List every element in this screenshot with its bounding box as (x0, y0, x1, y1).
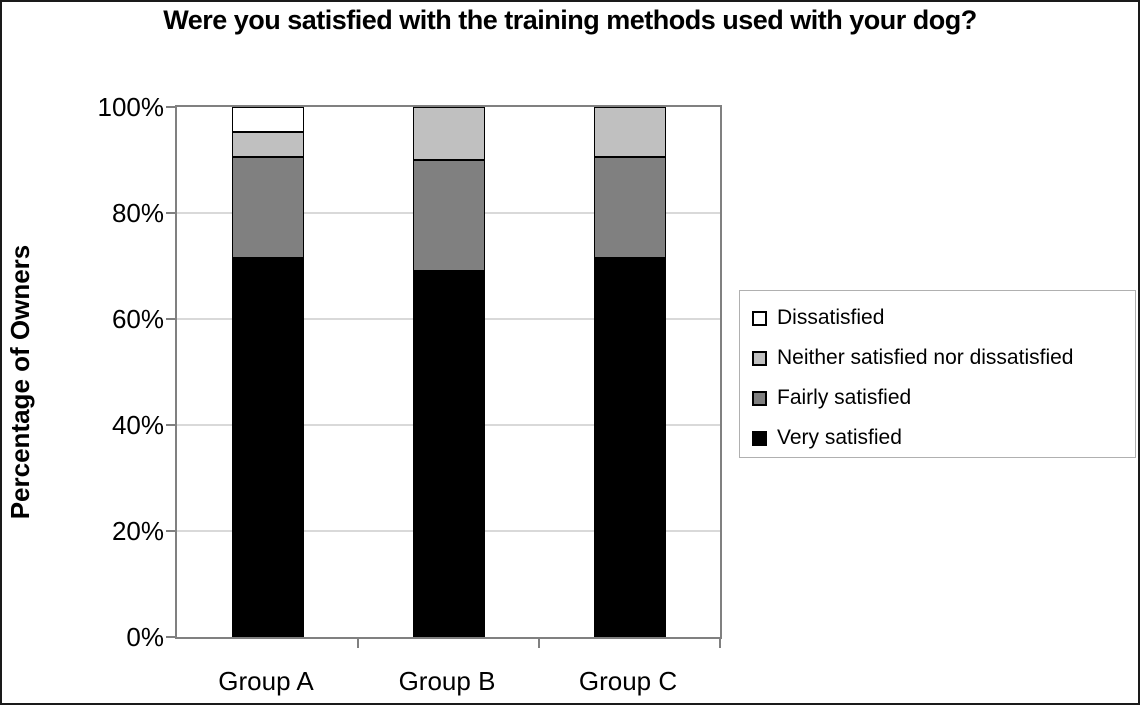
bar-segment-fairly-satisfied (412, 160, 485, 272)
y-axis-title: Percentage of Owners (5, 244, 35, 520)
legend-swatch-icon (752, 430, 767, 446)
y-tick-mark-60 (166, 318, 175, 320)
y-tick-mark-100 (166, 106, 175, 108)
x-category-label: Group A (218, 666, 314, 696)
bar-segment-dissatisfied (231, 107, 304, 133)
x-tick-mark-1 (357, 639, 359, 648)
legend-swatch-icon (752, 390, 767, 406)
y-tick-mark-80 (166, 212, 175, 214)
bar-segment-fairly-satisfied (231, 157, 304, 259)
legend-item-neither-satisfied-nor-dissatisfied: Neither satisfied nor dissatisfied (752, 338, 1135, 378)
stacked-bar-group-c (593, 107, 666, 637)
y-tick-mark-40 (166, 424, 175, 426)
y-tick-label: 20% (111, 516, 164, 546)
bar-segment-very-satisfied (593, 258, 666, 637)
chart-title: Were you satisfied with the training met… (163, 5, 977, 35)
legend-label: Dissatisfied (777, 306, 885, 329)
legend-item-dissatisfied: Dissatisfied (752, 298, 1135, 338)
x-category-label: Group C (578, 666, 678, 696)
plot-area (166, 105, 722, 648)
y-tick-label: 60% (111, 304, 164, 334)
legend-swatch-icon (752, 350, 767, 366)
bar-segment-neither-satisfied-nor-dissatisfied (231, 132, 304, 158)
legend-item-fairly-satisfied: Fairly satisfied (752, 378, 1135, 418)
bar-segment-neither-satisfied-nor-dissatisfied (412, 107, 485, 161)
x-category-label: Group B (398, 666, 496, 696)
stacked-bar-group-a (231, 107, 304, 637)
bar-segment-very-satisfied (412, 271, 485, 637)
legend-item-very-satisfied: Very satisfied (752, 418, 1135, 458)
y-tick-mark-0 (166, 636, 175, 638)
legend-label: Fairly satisfied (777, 386, 912, 409)
legend-label: Neither satisfied nor dissatisfied (777, 346, 1074, 369)
bar-segment-very-satisfied (231, 258, 304, 637)
legend-label: Very satisfied (777, 426, 902, 449)
legend-swatch-icon (752, 310, 767, 326)
x-tick-mark-2 (538, 639, 540, 648)
stacked-bar-group-b (412, 107, 485, 637)
x-tick-mark-3 (719, 639, 721, 648)
y-tick-label: 40% (111, 410, 164, 440)
y-tick-mark-20 (166, 530, 175, 532)
y-tick-label: 100% (97, 92, 165, 122)
bar-segment-fairly-satisfied (593, 157, 666, 259)
y-tick-label: 0% (126, 622, 164, 652)
legend: Dissatisfied Neither satisfied nor dissat… (739, 290, 1136, 458)
bar-segment-neither-satisfied-nor-dissatisfied (593, 107, 666, 158)
y-tick-label: 80% (111, 198, 164, 228)
